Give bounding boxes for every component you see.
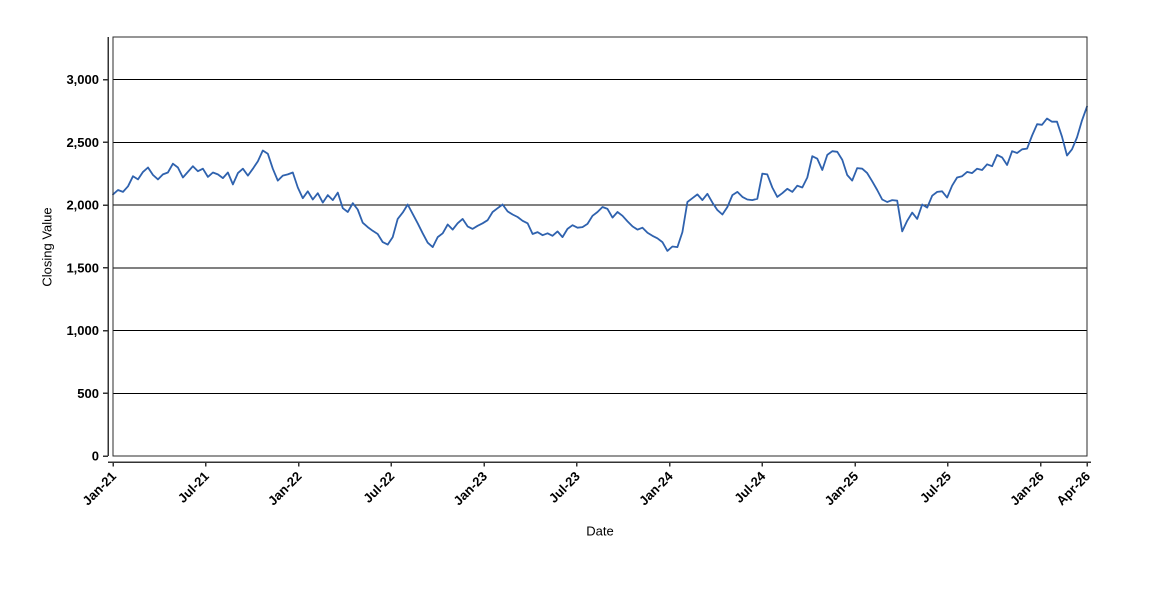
x-tick-label: Jul-25 bbox=[917, 469, 954, 506]
x-tick-label: Jan-23 bbox=[450, 469, 490, 509]
x-tick-label: Apr-26 bbox=[1053, 469, 1093, 509]
x-tick-label: Jan-25 bbox=[821, 469, 861, 509]
x-tick-label: Jul-21 bbox=[175, 469, 212, 506]
y-tick-label: 1,000 bbox=[66, 323, 99, 338]
y-tick-label: 0 bbox=[92, 449, 99, 464]
x-tick-label: Jan-24 bbox=[636, 468, 676, 508]
y-axis-title: Closing Value bbox=[39, 207, 55, 287]
x-tick-label: Jan-26 bbox=[1007, 469, 1047, 509]
y-tick-label: 500 bbox=[77, 386, 99, 401]
x-tick-label: Jul-24 bbox=[731, 468, 769, 506]
x-tick-label: Jul-22 bbox=[360, 469, 397, 506]
y-tick-label: 2,000 bbox=[66, 198, 99, 213]
y-tick-label: 2,500 bbox=[66, 135, 99, 150]
series-line bbox=[112, 105, 1088, 252]
x-tick-label: Jul-23 bbox=[546, 469, 583, 506]
plot-border bbox=[112, 36, 1088, 457]
y-tick-label: 1,500 bbox=[66, 260, 99, 275]
x-tick-label: Jan-21 bbox=[79, 469, 119, 509]
y-tick-label: 3,000 bbox=[66, 72, 99, 87]
x-axis-title: Date bbox=[586, 523, 614, 539]
plot-area bbox=[113, 37, 1087, 456]
x-tick-label: Jan-22 bbox=[265, 469, 305, 509]
